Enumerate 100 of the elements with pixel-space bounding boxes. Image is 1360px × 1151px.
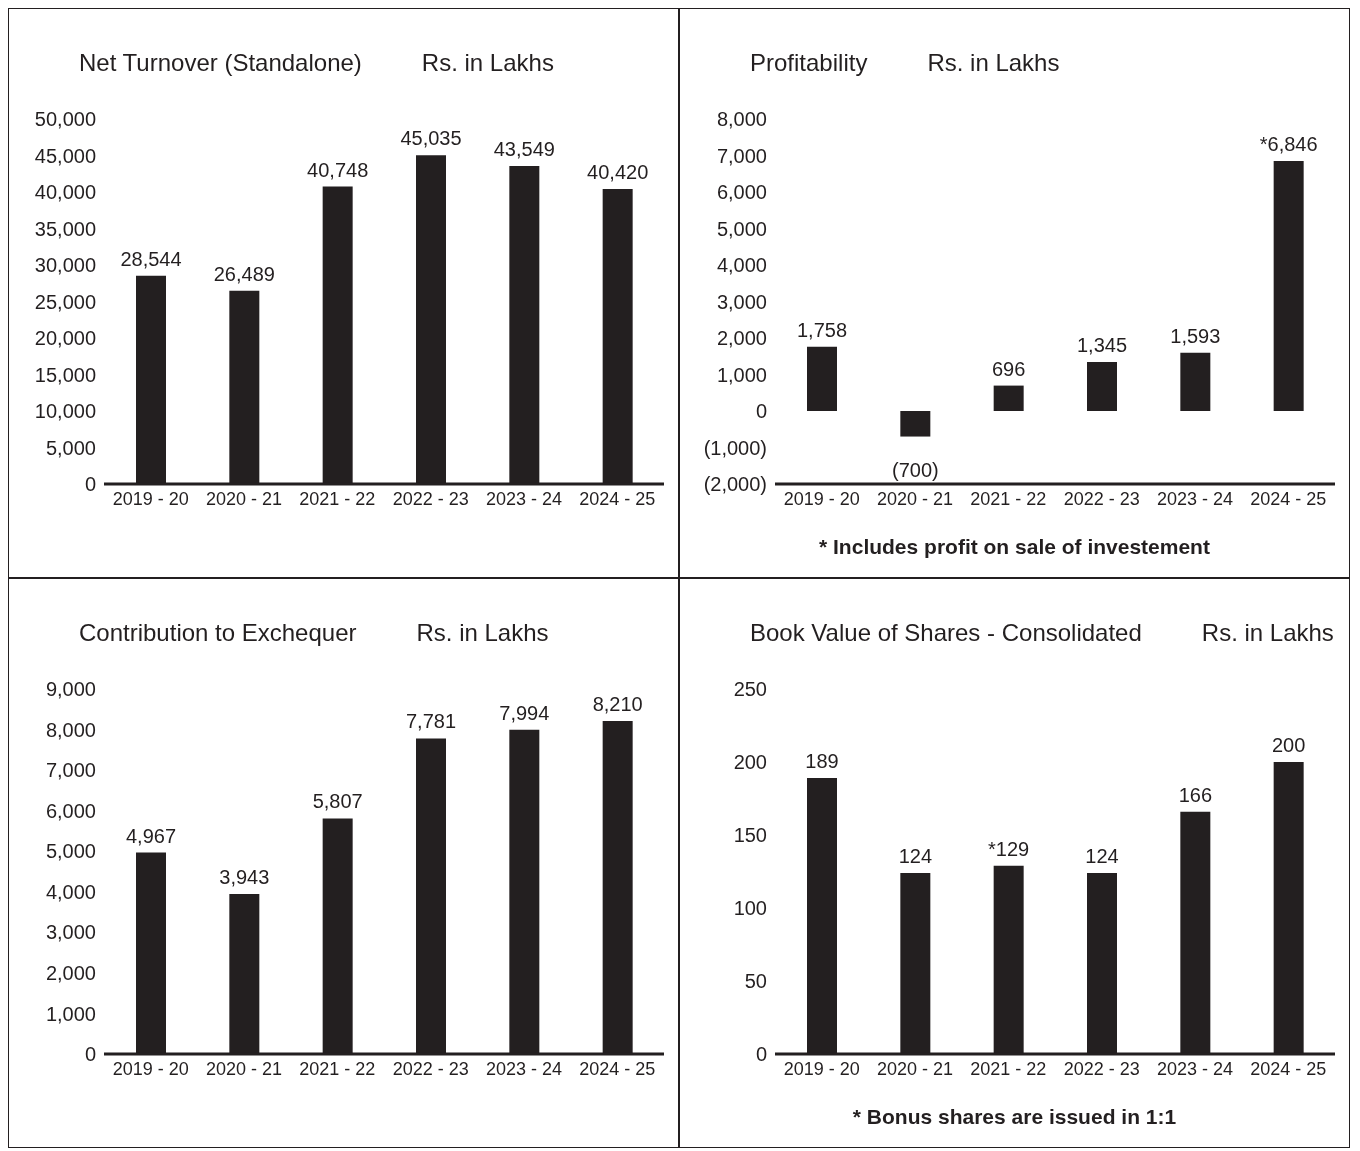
x-tick-label: 2023 - 24	[485, 1058, 563, 1079]
y-tick-label: 4,000	[45, 880, 96, 903]
y-tick-label: 6,000	[716, 181, 767, 204]
y-tick-label: 0	[84, 473, 96, 496]
data-label: *6,846	[1259, 133, 1318, 156]
data-label: 8,210	[592, 693, 643, 716]
y-tick-label: 25,000	[34, 290, 96, 313]
y-tick-label: 2,000	[716, 327, 767, 350]
bar	[993, 385, 1024, 411]
data-label: 7,994	[499, 701, 550, 724]
chart-subtitle: Rs. in Lakhs	[927, 49, 1060, 78]
y-tick-label: 0	[755, 1043, 767, 1066]
data-label: 189	[805, 750, 839, 773]
y-tick-label: 150	[733, 824, 767, 847]
y-tick-label: 8,000	[45, 718, 96, 741]
y-tick-label: (2,000)	[703, 473, 767, 496]
x-tick-label: 2020 - 21	[205, 488, 283, 509]
bar	[1180, 352, 1211, 411]
x-tick-label: 2022 - 23	[1063, 488, 1140, 509]
data-label: 1,758	[796, 318, 848, 341]
chart-subtitle: Rs. in Lakhs	[416, 619, 549, 648]
data-label: 200	[1271, 734, 1306, 756]
bar	[1087, 361, 1117, 411]
data-label: 5,807	[312, 790, 363, 813]
x-tick-label: 2022 - 23	[392, 1058, 469, 1079]
chart-title: Book Value of Shares - Consolidated	[750, 619, 1142, 648]
x-tick-label: 2022 - 23	[1063, 1058, 1140, 1079]
x-tick-label: 2024 - 25	[1250, 1058, 1327, 1079]
y-tick-label: 3,000	[716, 290, 767, 313]
x-tick-label: 2019 - 20	[783, 1058, 860, 1079]
y-tick-label: 50,000	[34, 108, 96, 131]
y-tick-label: 30,000	[34, 254, 96, 277]
x-tick-label: 2019 - 20	[112, 1058, 189, 1079]
x-tick-label: 2020 - 21	[205, 1058, 283, 1079]
data-label: 696	[991, 357, 1026, 380]
data-label: *129	[988, 837, 1030, 860]
y-tick-label: 7,000	[45, 759, 96, 782]
x-tick-label: 2020 - 21	[876, 1058, 954, 1079]
y-tick-label: 200	[733, 751, 767, 774]
y-tick-label: 35,000	[34, 217, 96, 240]
chart-title: Net Turnover (Standalone)	[79, 49, 362, 78]
x-tick-label: 2023 - 24	[485, 488, 563, 509]
y-tick-label: 100	[733, 897, 767, 920]
y-tick-label: 5,000	[45, 840, 96, 863]
y-tick-label: 5,000	[45, 436, 96, 459]
data-label: 40,748	[307, 158, 369, 181]
data-label: 4,967	[125, 824, 177, 847]
data-label: 166	[1178, 783, 1213, 806]
y-tick-label: 50	[744, 970, 767, 993]
y-tick-label: 3,000	[45, 921, 96, 944]
text: * Includes profit on sale of investement	[818, 535, 1211, 559]
y-tick-label: 1,000	[716, 363, 767, 386]
data-label: 43,549	[493, 138, 555, 161]
chart-title: Profitability	[750, 49, 868, 78]
x-tick-label: 2023 - 24	[1156, 488, 1234, 509]
x-tick-label: 2020 - 21	[876, 488, 954, 509]
chart-subtitle: Rs. in Lakhs	[421, 49, 554, 78]
y-tick-label: 9,000	[45, 678, 96, 701]
y-tick-label: 15,000	[34, 363, 96, 386]
bar	[900, 411, 931, 437]
y-tick-label: 4,000	[716, 254, 767, 277]
y-tick-label: 7,000	[716, 144, 767, 167]
y-tick-label: 0	[84, 1043, 96, 1066]
x-tick-label: 2022 - 23	[392, 488, 469, 509]
x-tick-label: 2019 - 20	[112, 488, 189, 509]
chart-subtitle: Rs. in Lakhs	[1201, 619, 1334, 648]
data-label: 7,781	[405, 710, 457, 733]
data-label: 28,544	[120, 247, 182, 270]
y-tick-label: 2,000	[45, 961, 96, 984]
x-tick-label: 2021 - 22	[970, 1058, 1047, 1079]
y-tick-label: 20,000	[34, 327, 96, 350]
y-tick-label: 5,000	[716, 217, 767, 240]
data-label: 45,035	[400, 127, 462, 150]
x-tick-label: 2021 - 22	[299, 488, 376, 509]
y-tick-label: (1,000)	[703, 436, 767, 459]
data-label: 124	[1085, 844, 1119, 867]
chart-title: Contribution to Exchequer	[79, 619, 357, 648]
data-label: 3,943	[219, 866, 270, 889]
y-tick-label: 6,000	[45, 799, 96, 822]
data-label: 124	[898, 844, 933, 867]
y-tick-label: 8,000	[716, 108, 767, 131]
y-tick-label: 1,000	[45, 1002, 96, 1025]
y-tick-label: 0	[755, 400, 767, 423]
x-tick-label: 2021 - 22	[970, 488, 1047, 509]
x-tick-label: 2021 - 22	[299, 1058, 376, 1079]
data-label: 1,345	[1076, 333, 1128, 356]
x-tick-label: 2024 - 25	[1250, 488, 1327, 509]
data-label: (700)	[891, 458, 939, 481]
y-tick-label: 10,000	[34, 400, 96, 423]
data-label: 1,593	[1170, 324, 1221, 347]
x-tick-label: 2024 - 25	[579, 488, 656, 509]
data-label: 26,489	[213, 262, 275, 285]
x-tick-label: 2023 - 24	[1156, 1058, 1234, 1079]
bar	[807, 346, 837, 411]
y-tick-label: 45,000	[34, 144, 96, 167]
y-tick-label: 40,000	[34, 181, 96, 204]
bar	[1273, 161, 1304, 411]
x-tick-label: 2024 - 25	[579, 1058, 656, 1079]
text: * Bonus shares are issued in 1:1	[851, 1105, 1178, 1129]
y-tick-label: 250	[733, 678, 767, 701]
